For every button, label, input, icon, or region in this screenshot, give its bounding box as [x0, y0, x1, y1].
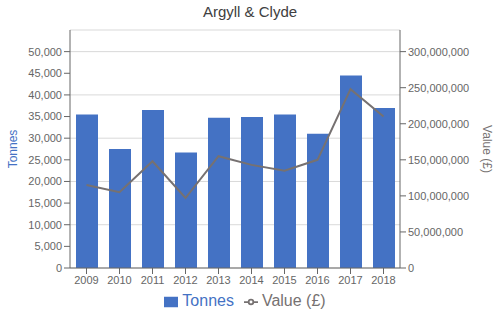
svg-text:15,000: 15,000	[28, 197, 62, 209]
svg-text:200,000,000: 200,000,000	[408, 118, 469, 130]
svg-text:2014: 2014	[239, 274, 263, 286]
svg-text:2012: 2012	[173, 274, 197, 286]
svg-text:2009: 2009	[74, 274, 98, 286]
svg-text:10,000: 10,000	[28, 219, 62, 231]
svg-text:40,000: 40,000	[28, 89, 62, 101]
svg-text:150,000,000: 150,000,000	[408, 154, 469, 166]
html-text:Tonnes: Tonnes	[182, 292, 234, 309]
svg-text:250,000,000: 250,000,000	[408, 82, 469, 94]
svg-text:0: 0	[408, 262, 414, 274]
svg-text:Tonnes: Tonnes	[8, 130, 20, 169]
svg-text:25,000: 25,000	[28, 154, 62, 166]
svg-text:0: 0	[56, 262, 62, 274]
svg-text:50,000,000: 50,000,000	[408, 226, 463, 238]
svg-text:2010: 2010	[107, 274, 131, 286]
svg-text:35,000: 35,000	[28, 110, 62, 122]
svg-text:2016: 2016	[305, 274, 329, 286]
svg-text:50,000: 50,000	[28, 46, 62, 58]
svg-text:2013: 2013	[206, 274, 230, 286]
html-text:Value (£): Value (£)	[261, 292, 326, 309]
html-text:Argyll & Clyde: Argyll & Clyde	[202, 3, 298, 20]
svg-text:100,000,000: 100,000,000	[408, 190, 469, 202]
svg-text:2015: 2015	[272, 274, 296, 286]
svg-text:20,000: 20,000	[28, 175, 62, 187]
svg-text:Value (£): Value (£)	[480, 125, 492, 173]
svg-text:2017: 2017	[338, 274, 362, 286]
svg-text:45,000: 45,000	[28, 67, 62, 79]
svg-text:2018: 2018	[371, 274, 395, 286]
svg-text:5,000: 5,000	[34, 240, 62, 252]
svg-text:2011: 2011	[141, 274, 165, 286]
svg-text:30,000: 30,000	[28, 132, 62, 144]
svg-text:300,000,000: 300,000,000	[408, 46, 469, 58]
